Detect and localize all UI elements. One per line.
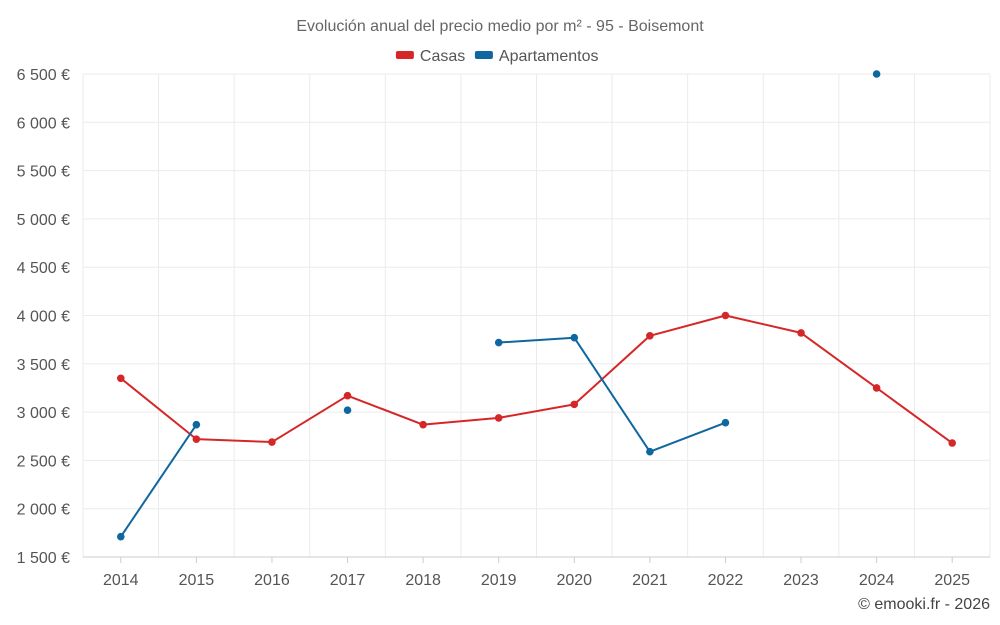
- y-tick-label: 6 500 €: [17, 67, 70, 84]
- x-axis: 2014 2015 2016 2017 2018 2019 2020 2021 2022 2023…: [83, 556, 990, 589]
- series-layer: [116, 70, 957, 541]
- data-point[interactable]: [570, 333, 579, 342]
- y-tick-label: 2 500 €: [17, 453, 70, 470]
- data-point[interactable]: [419, 420, 427, 429]
- data-point[interactable]: [116, 374, 125, 383]
- series-line: [120, 314, 953, 444]
- data-point[interactable]: [192, 435, 201, 443]
- y-tick-label: 3 500 €: [17, 357, 70, 374]
- x-tick-label: 2016: [254, 572, 290, 589]
- data-point[interactable]: [343, 406, 352, 414]
- data-point[interactable]: [116, 532, 125, 541]
- y-tick-label: 4 000 €: [17, 309, 70, 326]
- data-point[interactable]: [872, 70, 881, 78]
- copyright-credit: © emooki.fr - 2026: [858, 596, 990, 613]
- series-line: [498, 336, 726, 453]
- data-point[interactable]: [494, 414, 503, 422]
- data-point[interactable]: [872, 384, 881, 392]
- y-tick-label: 2 000 €: [17, 502, 70, 519]
- data-point[interactable]: [494, 338, 503, 347]
- y-tick-label: 6 000 €: [17, 115, 70, 132]
- legend-label: Apartamentos: [499, 48, 599, 65]
- legend: Casas Apartamentos: [395, 48, 599, 65]
- data-point[interactable]: [721, 418, 730, 427]
- series-line: [119, 424, 198, 538]
- x-tick-label: 2019: [481, 572, 517, 589]
- legend-swatch: [474, 51, 493, 59]
- data-point[interactable]: [721, 311, 730, 320]
- y-tick-label: 4 500 €: [17, 260, 70, 277]
- legend-label: Casas: [420, 48, 465, 65]
- legend-item-apartamentos[interactable]: Apartamentos: [474, 48, 599, 65]
- data-point[interactable]: [570, 400, 579, 409]
- data-point[interactable]: [343, 391, 352, 400]
- x-tick-label: 2025: [934, 572, 970, 589]
- y-tick-label: 5 500 €: [17, 164, 70, 181]
- y-axis: 1 500 € 2 000 € 2 500 € 3 000 € 3 500 € 4 000…: [17, 67, 70, 567]
- y-tick-label: 3 000 €: [17, 405, 70, 422]
- x-tick-label: 2015: [179, 572, 215, 589]
- x-tick-label: 2014: [103, 572, 139, 589]
- y-tick-label: 5 000 €: [17, 212, 70, 229]
- data-point[interactable]: [646, 447, 654, 456]
- x-tick-label: 2018: [405, 572, 441, 589]
- x-tick-label: 2022: [708, 572, 744, 589]
- data-point[interactable]: [646, 331, 654, 340]
- y-tick-label: 1 500 €: [17, 550, 70, 567]
- x-tick-label: 2017: [330, 572, 366, 589]
- series-apartamentos: [116, 70, 881, 541]
- series-casas: [116, 311, 957, 447]
- data-point[interactable]: [797, 329, 805, 337]
- x-tick-label: 2023: [783, 572, 819, 589]
- data-point[interactable]: [268, 438, 276, 446]
- x-tick-label: 2020: [556, 572, 592, 589]
- legend-item-casas[interactable]: Casas: [395, 48, 465, 65]
- x-tick-label: 2024: [859, 572, 895, 589]
- data-point[interactable]: [192, 420, 201, 429]
- chart-title: Evolución anual del precio medio por m² …: [296, 18, 704, 35]
- legend-swatch: [395, 51, 414, 59]
- grid: [82, 73, 991, 558]
- data-point[interactable]: [948, 439, 957, 447]
- x-tick-label: 2021: [632, 572, 668, 589]
